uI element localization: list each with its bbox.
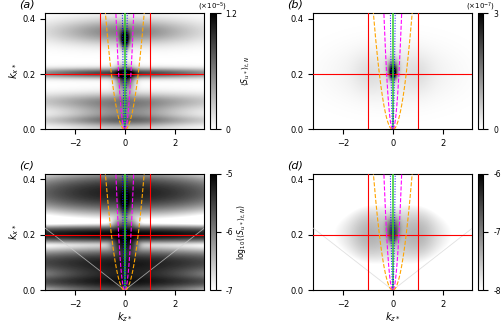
Text: (a): (a) <box>20 0 35 9</box>
X-axis label: $k_{z*}$: $k_{z*}$ <box>385 310 401 324</box>
Y-axis label: $\log_{10}(\langle S_{u*}\rangle_{t,N})$: $\log_{10}(\langle S_{u*}\rangle_{t,N})$ <box>235 204 248 260</box>
Y-axis label: $\langle S_{u*}\rangle_{t,N}$: $\langle S_{u*}\rangle_{t,N}$ <box>240 56 252 86</box>
X-axis label: $k_{z*}$: $k_{z*}$ <box>117 310 133 324</box>
Y-axis label: $k_{x*}$: $k_{x*}$ <box>7 63 21 79</box>
Text: (c): (c) <box>20 160 35 170</box>
Title: $(\times10^{-7})$: $(\times10^{-7})$ <box>466 1 495 13</box>
Title: $(\times10^{-5})$: $(\times10^{-5})$ <box>198 1 227 13</box>
Text: (b): (b) <box>288 0 304 9</box>
Text: (d): (d) <box>288 160 304 170</box>
Y-axis label: $k_{x*}$: $k_{x*}$ <box>7 224 21 240</box>
